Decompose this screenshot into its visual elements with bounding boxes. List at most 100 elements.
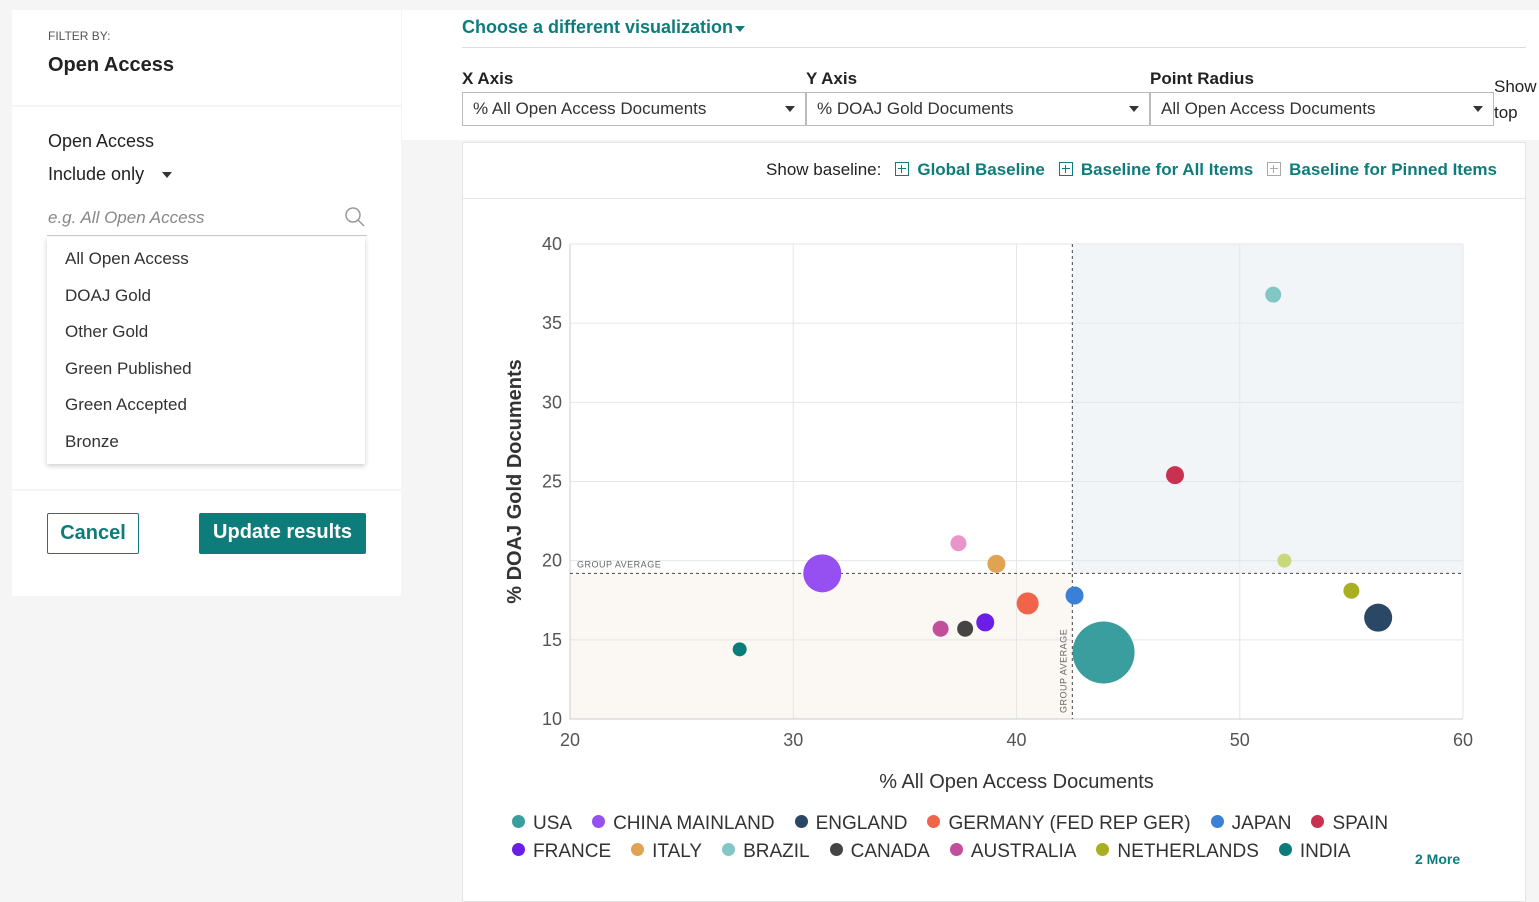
point xyxy=(932,620,949,637)
legend-swatch xyxy=(1278,843,1292,856)
update-button[interactable]: Update results xyxy=(199,513,366,554)
legend-item: USA xyxy=(512,813,572,835)
search-box[interactable] xyxy=(47,203,367,236)
y-tick-label: 15 xyxy=(542,630,562,650)
search-placeholder: e.g. All Open Access xyxy=(48,208,205,227)
legend-label: INDIA xyxy=(1299,841,1351,862)
point xyxy=(1072,621,1135,684)
y-tick-label: 20 xyxy=(542,551,562,571)
legend-item: CANADA xyxy=(829,841,930,863)
legend-label: USA xyxy=(533,813,573,834)
filter-option[interactable]: Other Gold xyxy=(65,322,149,341)
point xyxy=(957,620,974,637)
legend-swatch xyxy=(722,843,736,856)
legend-item: FRANCE xyxy=(512,841,611,863)
legend-item: ENGLAND xyxy=(794,813,908,835)
show-top[interactable]: Show top xyxy=(1494,77,1537,122)
legend-label: ENGLAND xyxy=(815,813,908,834)
legend-item: SPAIN xyxy=(1311,813,1388,835)
x-tick-label: 40 xyxy=(1006,730,1026,750)
legend-label: SPAIN xyxy=(1332,813,1389,834)
y-tick-label: 30 xyxy=(542,392,562,412)
x-tick-label: 20 xyxy=(560,730,580,750)
caret xyxy=(162,172,172,183)
caret xyxy=(735,26,745,37)
legend-swatch xyxy=(794,815,808,828)
visualization-link[interactable]: Choose a different visualization xyxy=(462,17,734,37)
x-axis-label: X Axis xyxy=(462,69,514,88)
legend-item: INDIA xyxy=(1278,841,1351,863)
legend-item: GERMANY (FED REP GER) xyxy=(927,813,1191,835)
legend-label: FRANCE xyxy=(533,841,612,862)
legend-swatch xyxy=(1210,815,1224,828)
filter-heading: FILTER BY: xyxy=(48,29,111,43)
legend-label: CHINA MAINLAND xyxy=(613,813,775,834)
legend-item: NETHERLANDS xyxy=(1096,841,1259,863)
filter-option[interactable]: All Open Access xyxy=(65,249,189,268)
x-tick-label: 50 xyxy=(1230,730,1250,750)
legend-label: BRAZIL xyxy=(743,841,810,862)
radius-label: Point Radius xyxy=(1150,69,1254,88)
baseline-label: Show baseline: xyxy=(766,160,882,179)
y-axis-title: % DOAJ Gold Documents xyxy=(504,359,526,603)
plus-icon xyxy=(1058,162,1073,176)
options-list xyxy=(47,237,365,464)
filter-title: Open Access xyxy=(48,54,174,76)
x-axis-select[interactable]: % All Open Access Documents xyxy=(462,92,806,126)
top-strip xyxy=(402,0,1539,10)
search-icon xyxy=(345,207,365,227)
legend-item: AUSTRALIA xyxy=(949,841,1077,863)
filter-option[interactable]: Green Published xyxy=(65,358,192,378)
baseline-option[interactable]: Baseline for Pinned Items xyxy=(1289,160,1497,179)
legend-swatch xyxy=(1311,815,1325,828)
legend-item: JAPAN xyxy=(1210,813,1291,835)
point xyxy=(732,642,747,657)
legend-swatch xyxy=(631,843,645,856)
filter-mode[interactable]: Include only xyxy=(48,164,145,184)
point xyxy=(1265,286,1282,303)
legend-swatch xyxy=(949,843,963,856)
legend-label: AUSTRALIA xyxy=(970,841,1077,862)
plus-icon xyxy=(1267,162,1282,176)
point xyxy=(803,554,842,593)
filter-label: Open Access xyxy=(48,131,155,151)
legend-label: GERMANY (FED REP GER) xyxy=(948,813,1191,834)
point xyxy=(1016,592,1039,615)
point xyxy=(1065,586,1084,605)
y-tick-label: 10 xyxy=(542,709,562,729)
legend-swatch xyxy=(512,843,525,856)
plus-icon xyxy=(895,162,910,176)
more-link[interactable]: 2 More xyxy=(1415,851,1461,867)
y-axis-select[interactable]: % DOAJ Gold Documents xyxy=(806,92,1150,126)
filter-option[interactable]: Bronze xyxy=(65,431,119,451)
baseline-option[interactable]: Baseline for All Items xyxy=(1080,160,1254,179)
x-axis-title: % All Open Access Documents xyxy=(879,771,1154,793)
divider xyxy=(462,47,1526,48)
x-tick-label: 30 xyxy=(783,730,803,750)
legend-row: FRANCE ITALY BRAZIL CANADA AUSTRALIA NETHERLA… xyxy=(512,841,1351,863)
legend-item: ITALY xyxy=(631,841,702,863)
filter-option[interactable]: DOAJ Gold xyxy=(65,285,151,305)
radius-select[interactable]: All Open Access Documents xyxy=(1150,92,1494,126)
divider xyxy=(463,198,1525,199)
average-label: GROUP AVERAGE xyxy=(577,559,661,569)
point xyxy=(1364,603,1393,632)
legend-swatch xyxy=(829,843,843,856)
baseline-option[interactable]: Global Baseline xyxy=(917,160,1045,179)
y-axis-label: Y Axis xyxy=(806,69,858,88)
legend-item: CHINA MAINLAND xyxy=(592,813,775,835)
point xyxy=(1166,466,1185,485)
legend-swatch xyxy=(1096,843,1110,856)
cancel-button[interactable]: Cancel xyxy=(47,513,139,554)
y-tick-label: 40 xyxy=(542,234,562,254)
y-tick-label: 25 xyxy=(542,472,562,492)
filter-header xyxy=(12,10,401,105)
quadrant-low xyxy=(570,573,1073,719)
x-tick-label: 60 xyxy=(1453,730,1473,750)
legend-swatch xyxy=(592,815,606,828)
filter-option[interactable]: Green Accepted xyxy=(65,395,187,414)
point xyxy=(1343,582,1360,599)
legend-item: BRAZIL xyxy=(722,841,810,863)
